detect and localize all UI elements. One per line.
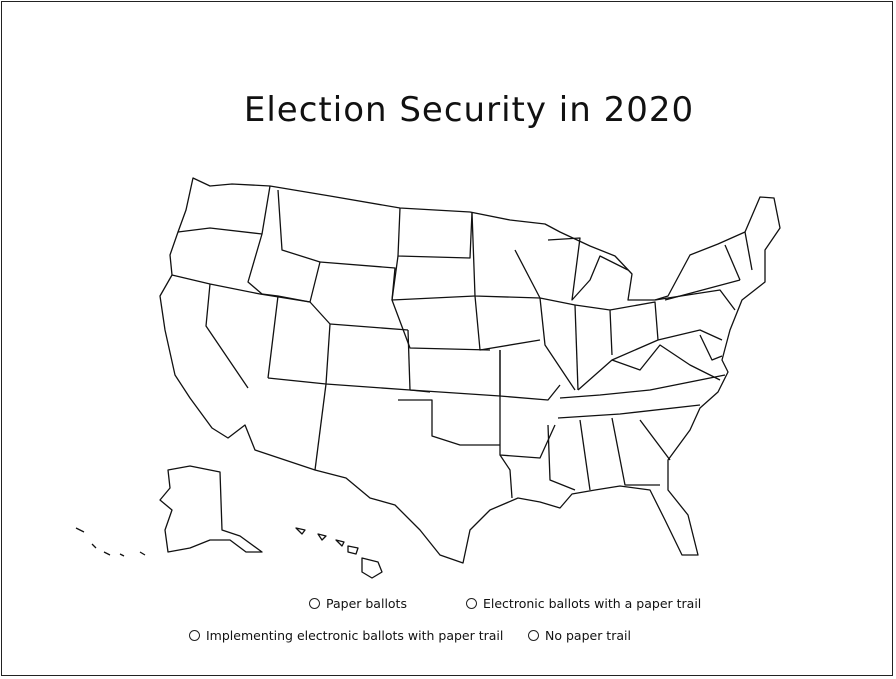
great-lakes bbox=[547, 237, 629, 301]
radio-icon bbox=[528, 630, 539, 641]
alaska-outline bbox=[159, 465, 263, 553]
contiguous-us-outline bbox=[159, 177, 781, 564]
hawaii-outline bbox=[295, 527, 383, 579]
radio-icon bbox=[189, 630, 200, 641]
radio-icon bbox=[309, 598, 320, 609]
legend-label: No paper trail bbox=[545, 628, 631, 643]
legend-item-implementing-electronic[interactable]: Implementing electronic ballots with pap… bbox=[189, 628, 503, 643]
legend-item-electronic-paper-trail[interactable]: Electronic ballots with a paper trail bbox=[466, 596, 701, 611]
legend-label: Electronic ballots with a paper trail bbox=[483, 596, 702, 611]
legend-item-no-paper-trail[interactable]: No paper trail bbox=[528, 628, 631, 643]
legend-item-paper-ballots[interactable]: Paper ballots bbox=[309, 596, 407, 611]
radio-icon bbox=[466, 598, 477, 609]
page-title: Election Security in 2020 bbox=[243, 90, 695, 130]
legend-label: Implementing electronic ballots with pap… bbox=[206, 628, 504, 643]
legend-label: Paper ballots bbox=[326, 596, 407, 611]
state-borders bbox=[171, 185, 753, 499]
